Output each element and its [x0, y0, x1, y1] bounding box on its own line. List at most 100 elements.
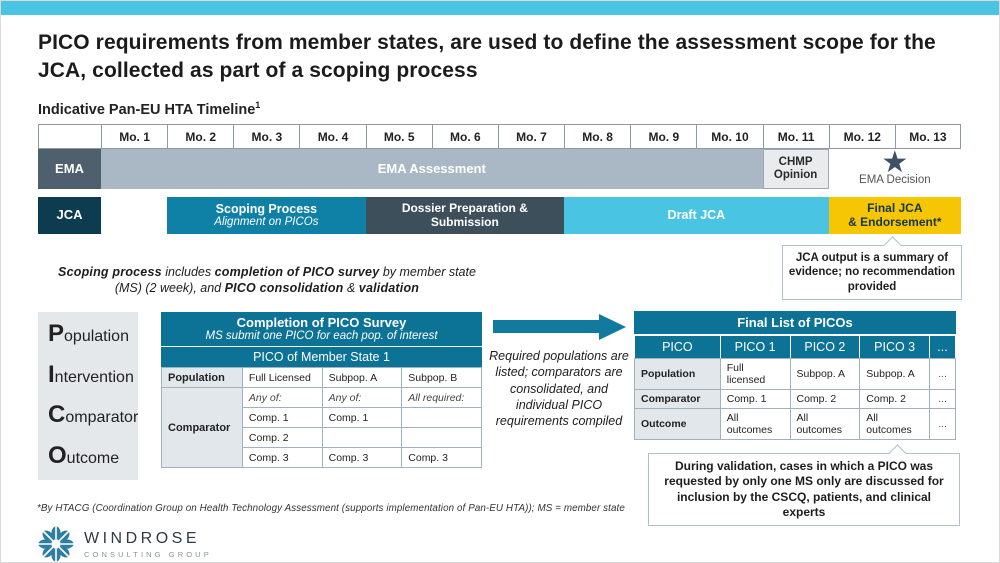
- month-header: Mo. 9: [630, 124, 697, 149]
- timeline-subtitle-text: Indicative Pan-EU HTA Timeline: [38, 101, 256, 118]
- pico-survey-table: Completion of PICO Survey MS submit one …: [161, 312, 482, 468]
- month-header: Mo. 8: [564, 124, 631, 149]
- month-header-empty: [38, 124, 101, 149]
- note-bold: validation: [358, 281, 420, 296]
- row-label: Population: [634, 358, 721, 390]
- cell: [321, 427, 403, 448]
- month-header: Mo. 5: [365, 124, 432, 149]
- note-bold: completion of PICO survey: [214, 265, 380, 279]
- jca-row: JCA Scoping Process Alignment on PICOs D…: [38, 197, 961, 234]
- cell: Subpop. A: [859, 358, 931, 390]
- jca-output-callout-text: JCA output is a summary of evidence; no …: [788, 252, 956, 293]
- logo-text: WINDROSE CONSULTING GROUP: [84, 530, 212, 559]
- pico-acronym-panel: Population Intervention Comparator Outco…: [38, 312, 138, 480]
- cell: Comp. 3: [401, 447, 482, 468]
- pico-rest: ntervention: [54, 368, 134, 386]
- table-row: Outcome All outcomes All outcomes All ou…: [634, 408, 956, 440]
- chmp-opinion-cell: CHMP Opinion: [762, 149, 829, 189]
- table-row: Population Full Licensed Subpop. A Subpo…: [161, 367, 482, 388]
- cell: ...: [929, 389, 956, 409]
- month-header: Mo. 13: [894, 124, 961, 149]
- cell: [401, 427, 482, 448]
- final-jca-line1: Final JCA: [867, 200, 923, 215]
- month-header: Mo. 6: [431, 124, 498, 149]
- pico-rest: omparator: [65, 409, 139, 427]
- column-header: PICO 2: [789, 335, 861, 359]
- ema-row-label: EMA: [38, 149, 101, 189]
- survey-table-header: Completion of PICO Survey MS submit one …: [161, 312, 482, 347]
- month-header: Mo. 12: [828, 124, 895, 149]
- top-accent-bar: [1, 1, 999, 15]
- month-header: Mo. 10: [696, 124, 763, 149]
- table-header-row: PICO PICO 1 PICO 2 PICO 3 ...: [634, 335, 956, 359]
- jca-output-callout: JCA output is a summary of evidence; no …: [782, 236, 962, 301]
- survey-title: Completion of PICO Survey: [236, 315, 407, 330]
- table-row: Comp. 1 Comp. 1: [162, 407, 482, 428]
- month-header: Mo. 1: [101, 124, 168, 149]
- pico-label-outcome: Outcome: [48, 442, 138, 470]
- note-bold: PICO consolidation: [224, 281, 344, 296]
- cell: All outcomes: [859, 408, 931, 440]
- cell: All outcomes: [789, 408, 861, 440]
- column-header: PICO: [634, 335, 721, 359]
- validation-callout: During validation, cases in which a PICO…: [648, 444, 960, 527]
- pico-letter: P: [48, 320, 65, 347]
- table-row: Comparator Comp. 1 Comp. 2 Comp. 2 ...: [634, 389, 956, 409]
- scoping-process-note: Scoping process includes completion of P…: [53, 264, 481, 297]
- note-bold: Scoping process: [58, 265, 162, 279]
- month-header: Mo. 4: [299, 124, 366, 149]
- footnote: *By HTACG (Coordination Group on Health …: [37, 503, 625, 514]
- note-text: by member state (MS) (2 week), and: [114, 265, 476, 296]
- month-header: Mo. 3: [233, 124, 300, 149]
- column-header: ...: [929, 335, 956, 359]
- cell: Comp. 2: [789, 389, 861, 409]
- month-header: Mo. 2: [167, 124, 234, 149]
- cell: Subpop. A: [789, 358, 861, 390]
- ema-decision-label: EMA Decision: [859, 173, 931, 186]
- cell: Comp. 1: [241, 407, 323, 428]
- right-arrow-icon: [493, 313, 626, 340]
- cell: Comp. 1: [719, 389, 791, 409]
- ema-decision-star-icon: ★: [881, 145, 909, 179]
- cell: Comp. 1: [321, 407, 403, 428]
- column-header: PICO 3: [859, 335, 931, 359]
- jca-row-label: JCA: [38, 197, 101, 234]
- scoping-process-subtitle: Alignment on PICOs: [214, 216, 319, 229]
- cell: ...: [929, 358, 956, 390]
- scoping-process-title: Scoping Process: [215, 201, 318, 216]
- pico-letter: C: [48, 401, 66, 429]
- windrose-logo: WINDROSE CONSULTING GROUP: [37, 525, 212, 562]
- cell: All outcomes: [719, 408, 791, 440]
- cell: Any of:: [241, 387, 323, 408]
- cell: Comp. 3: [241, 447, 323, 468]
- final-jca-line2: & Endorsement*: [848, 214, 942, 229]
- ema-row: EMA EMA Assessment CHMP Opinion ★ EMA De…: [38, 145, 961, 189]
- note-text: &: [343, 281, 359, 296]
- table-row: Comparator Any of: Any of: All required:: [161, 387, 482, 468]
- month-header: Mo. 7: [497, 124, 565, 149]
- consolidation-note: Required populations are listed; compara…: [489, 349, 629, 428]
- column-header: PICO 1: [719, 335, 791, 359]
- survey-subtitle: MS submit one PICO for each pop. of inte…: [205, 330, 438, 342]
- cell: Comp. 3: [321, 447, 403, 468]
- row-label: Comparator: [161, 387, 243, 468]
- month-header: Mo. 11: [762, 124, 829, 149]
- cell: Comp. 2: [241, 427, 323, 448]
- cell: ...: [929, 408, 956, 440]
- windrose-pinwheel-icon: [37, 525, 75, 562]
- cell: Full licensed: [719, 358, 791, 390]
- draft-jca-bar: Draft JCA: [564, 197, 829, 234]
- final-grid: PICO PICO 1 PICO 2 PICO 3 ... Population…: [634, 335, 956, 440]
- pico-letter: I: [48, 360, 55, 388]
- pico-rest: opulation: [64, 328, 129, 345]
- cell: [401, 407, 482, 428]
- member-state-header: PICO of Member State 1: [161, 347, 482, 367]
- pico-letter: O: [48, 441, 67, 469]
- arrow-shaft: [493, 320, 599, 333]
- pico-rest: utcome: [66, 449, 120, 467]
- pico-label-intervention: Intervention: [48, 361, 138, 389]
- timeline-subtitle: Indicative Pan-EU HTA Timeline1: [38, 100, 260, 118]
- ema-assessment-bar: EMA Assessment: [101, 149, 763, 189]
- cell: Subpop. A: [321, 367, 403, 388]
